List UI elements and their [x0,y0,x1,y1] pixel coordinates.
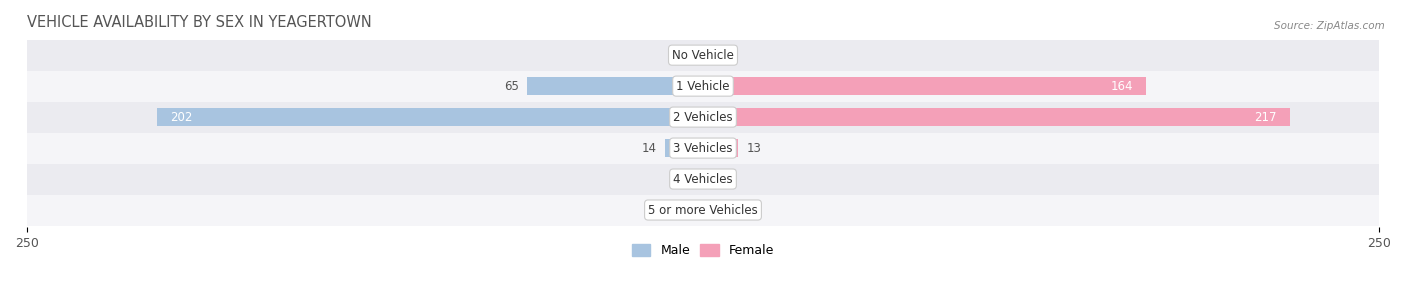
Text: 164: 164 [1111,80,1133,93]
Text: 1 Vehicle: 1 Vehicle [676,80,730,93]
Bar [27,102,1379,132]
Bar [703,77,1146,95]
Text: No Vehicle: No Vehicle [672,49,734,62]
Bar [27,132,1379,163]
Text: Source: ZipAtlas.com: Source: ZipAtlas.com [1274,21,1385,32]
Bar [703,108,1289,126]
Text: 0: 0 [688,203,695,217]
Bar [27,163,1379,195]
Text: 4 Vehicles: 4 Vehicles [673,173,733,185]
Text: 65: 65 [505,80,519,93]
Text: 0: 0 [688,173,695,185]
Bar [527,77,703,95]
Bar [156,108,703,126]
Text: 202: 202 [170,110,193,124]
Text: 3 Vehicles: 3 Vehicles [673,142,733,155]
Text: 5 or more Vehicles: 5 or more Vehicles [648,203,758,217]
Text: 0: 0 [711,49,718,62]
Text: 2 Vehicles: 2 Vehicles [673,110,733,124]
Text: 217: 217 [1254,110,1277,124]
Bar [703,139,738,157]
Bar [27,71,1379,102]
Text: 14: 14 [643,142,657,155]
Text: 0: 0 [711,203,718,217]
Text: VEHICLE AVAILABILITY BY SEX IN YEAGERTOWN: VEHICLE AVAILABILITY BY SEX IN YEAGERTOW… [27,15,371,30]
Text: 0: 0 [711,173,718,185]
Text: 0: 0 [688,49,695,62]
Bar [27,40,1379,71]
Text: 13: 13 [747,142,761,155]
Legend: Male, Female: Male, Female [627,239,779,262]
Bar [27,195,1379,226]
Bar [665,139,703,157]
